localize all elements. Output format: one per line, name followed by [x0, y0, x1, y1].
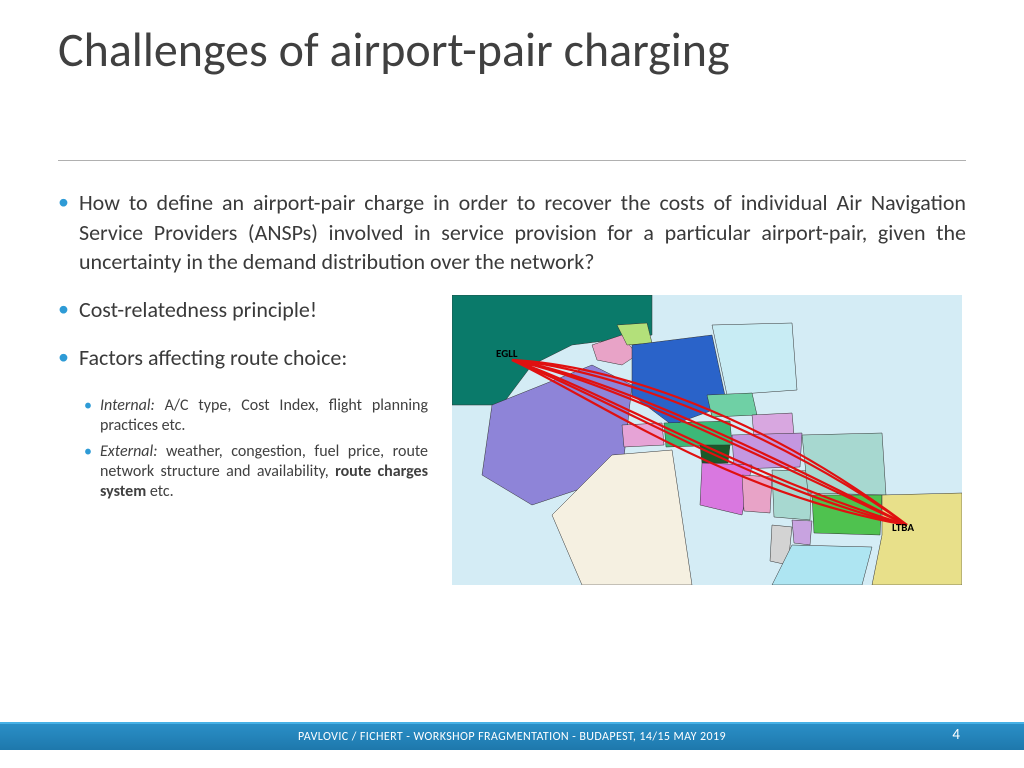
slide: Challenges of airport-pair charging • Ho… [0, 0, 1024, 768]
bullet-2-text: Cost-relatedness principle! [79, 295, 317, 325]
bullet-dot-icon: • [84, 442, 92, 502]
left-column: • Cost-relatedness principle! • Factors … [58, 295, 428, 508]
region-cz [707, 393, 757, 417]
map-origin-label: EGLL [496, 347, 518, 360]
footer-text: PAVLOVIC / FICHERT - WORKSHOP FRAGMENTAT… [298, 730, 726, 744]
map-dest-label: LTBA [892, 521, 914, 534]
bullet-3-text: Factors affecting route choice: [79, 343, 347, 373]
region-mk [792, 520, 812, 545]
title-divider [58, 160, 966, 161]
sub-bullet-2-text: External: weather, congestion, fuel pric… [100, 442, 428, 502]
bullet-3: • Factors affecting route choice: [58, 343, 428, 373]
europe-route-map: EGLL LTBA [452, 295, 962, 585]
slide-title: Challenges of airport-pair charging [58, 24, 966, 77]
sub-bullet-1-text: Internal: A/C type, Cost Index, flight p… [100, 396, 428, 436]
content-area: • How to define an airport-pair charge i… [58, 188, 966, 585]
sub-2-label: External: [100, 442, 158, 461]
bullet-dot-icon: • [58, 295, 69, 325]
sub-2-rest-b: etc. [146, 482, 173, 501]
page-number: 4 [952, 726, 960, 744]
sub-bullet-list: • Internal: A/C type, Cost Index, flight… [84, 396, 428, 502]
sub-bullet-1: • Internal: A/C type, Cost Index, flight… [84, 396, 428, 436]
region-ba [742, 475, 772, 513]
map-figure: EGLL LTBA [452, 295, 966, 585]
region-ch [622, 423, 664, 447]
sub-1-label: Internal: [100, 396, 155, 415]
bullet-dot-icon: • [84, 396, 92, 436]
bullet-2: • Cost-relatedness principle! [58, 295, 428, 325]
bullet-1-text: How to define an airport-pair charge in … [79, 188, 966, 277]
region-tr [872, 493, 962, 585]
sub-bullet-2: • External: weather, congestion, fuel pr… [84, 442, 428, 502]
two-column-row: • Cost-relatedness principle! • Factors … [58, 295, 966, 585]
region-pl [712, 323, 797, 395]
bullet-1: • How to define an airport-pair charge i… [58, 188, 966, 277]
bullet-dot-icon: • [58, 343, 69, 373]
bullet-dot-icon: • [58, 188, 69, 277]
footer-bar: PAVLOVIC / FICHERT - WORKSHOP FRAGMENTAT… [0, 722, 1024, 750]
